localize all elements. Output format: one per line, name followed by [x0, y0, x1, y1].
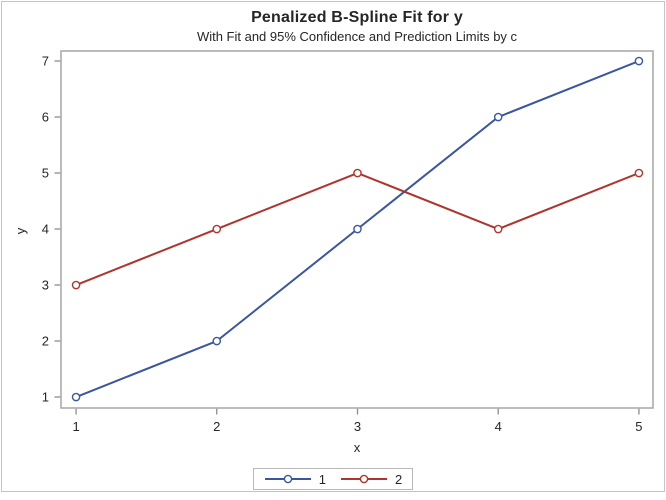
y-tick-label: 3: [42, 278, 49, 293]
legend-swatch-2: [341, 474, 387, 484]
data-point-marker-series-2: [493, 224, 503, 234]
y-tick-label: 6: [42, 110, 49, 125]
y-tick-label: 1: [42, 390, 49, 405]
y-tick-label: 7: [42, 54, 49, 69]
data-point-marker-series-1: [493, 112, 503, 122]
legend-entry-1: 1: [264, 472, 326, 487]
legend-swatch-1: [264, 474, 311, 484]
legend-label: 1: [318, 471, 326, 487]
data-point-marker-series-1: [212, 336, 222, 346]
x-axis-label: x: [353, 440, 361, 455]
data-point-marker-series-2: [353, 168, 362, 178]
data-point-marker-series-1: [353, 224, 362, 234]
data-point-marker-series-1: [634, 56, 644, 66]
chart-subtitle: With Fit and 95% Confidence and Predicti…: [196, 29, 518, 44]
legend-marker: [359, 474, 369, 484]
legend-entry-2: 2: [340, 472, 402, 487]
y-tick-label: 4: [42, 222, 49, 237]
x-tick-label: 1: [72, 419, 79, 434]
x-tick-label: 5: [635, 419, 642, 434]
data-point-marker-series-1: [71, 392, 81, 402]
x-tick-label: 4: [495, 419, 502, 434]
x-tick-label: 2: [213, 419, 220, 434]
y-tick-label: 2: [42, 334, 49, 349]
x-tick-label: 3: [354, 419, 361, 434]
legend-marker: [283, 474, 293, 484]
legend-label: 2: [395, 471, 403, 487]
data-point-marker-series-2: [71, 280, 81, 290]
data-point-marker-series-2: [212, 224, 222, 234]
data-point-marker-series-2: [634, 168, 644, 178]
y-tick-label: 5: [42, 166, 49, 181]
plot-frame: [60, 50, 654, 409]
chart-title: Penalized B-Spline Fit for y: [251, 9, 463, 26]
